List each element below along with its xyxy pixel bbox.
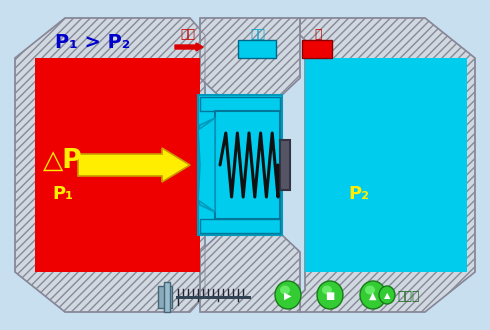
Bar [200, 219, 280, 233]
Ellipse shape [275, 281, 301, 309]
Polygon shape [198, 118, 215, 212]
Bar [158, 286, 172, 308]
Bar [215, 111, 280, 219]
Polygon shape [300, 18, 475, 312]
Bar [176, 296, 251, 299]
Text: ▲: ▲ [369, 291, 377, 301]
Bar [305, 58, 467, 272]
Bar [200, 97, 280, 111]
Polygon shape [198, 95, 282, 235]
Bar [164, 282, 170, 312]
FancyArrow shape [78, 148, 190, 182]
Bar [302, 40, 332, 58]
Polygon shape [15, 18, 205, 312]
Bar [35, 58, 200, 272]
Text: ▲: ▲ [384, 291, 390, 301]
Text: P₁ > P₂: P₁ > P₂ [55, 32, 130, 51]
Text: 返回上: 返回上 [397, 290, 419, 304]
Bar [238, 40, 276, 58]
FancyArrow shape [175, 43, 203, 51]
Polygon shape [200, 235, 300, 312]
Text: 活塞: 活塞 [250, 28, 266, 41]
Ellipse shape [379, 286, 395, 304]
Polygon shape [198, 118, 215, 212]
Ellipse shape [322, 285, 332, 294]
Text: ■: ■ [325, 291, 335, 301]
Text: 孔隙: 孔隙 [180, 28, 196, 41]
Text: P₁: P₁ [52, 185, 73, 203]
Ellipse shape [280, 285, 290, 294]
Text: △P: △P [43, 148, 83, 174]
Text: 油: 油 [314, 28, 322, 41]
Ellipse shape [317, 281, 343, 309]
Bar [280, 140, 290, 190]
Ellipse shape [365, 285, 375, 294]
Text: P₂: P₂ [348, 185, 369, 203]
Polygon shape [200, 18, 300, 95]
Ellipse shape [360, 281, 386, 309]
Text: ▶: ▶ [284, 291, 292, 301]
